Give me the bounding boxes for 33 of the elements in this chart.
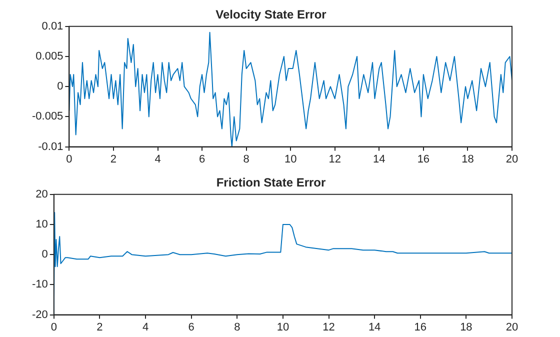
x-tick-label: 18 — [462, 153, 474, 166]
x-tick-label: 0 — [66, 153, 72, 166]
y-tick-label: 0 — [57, 80, 64, 93]
x-tick-label: 8 — [234, 321, 240, 334]
x-tick-label: 2 — [96, 321, 103, 334]
x-tick-label: 14 — [368, 321, 381, 334]
x-tick-label: 12 — [328, 153, 341, 166]
y-tick-label: -0.005 — [32, 110, 64, 123]
y-tick-label: -10 — [32, 278, 48, 291]
y-tick-label: -0.01 — [38, 140, 64, 153]
x-tick-label: 20 — [506, 153, 518, 166]
x-tick-label: 16 — [417, 153, 430, 166]
x-tick-label: 2 — [110, 153, 117, 166]
x-tick-label: 4 — [142, 321, 149, 334]
chart-title: Velocity State Error — [216, 8, 327, 22]
x-tick-label: 10 — [284, 153, 297, 166]
x-tick-label: 12 — [322, 321, 335, 334]
x-tick-label: 8 — [243, 153, 250, 166]
y-tick-label: 0.005 — [36, 50, 64, 63]
y-tick-label: 0 — [42, 248, 48, 261]
x-tick-label: 16 — [414, 321, 427, 334]
y-tick-label: 20 — [36, 188, 48, 200]
x-tick-label: 6 — [188, 321, 194, 334]
chart-title: Friction State Error — [216, 176, 326, 190]
y-tick-label: -20 — [32, 308, 48, 321]
x-tick-label: 14 — [373, 153, 386, 166]
x-tick-label: 10 — [276, 321, 290, 334]
x-tick-label: 18 — [460, 321, 472, 334]
x-tick-label: 20 — [506, 321, 518, 334]
x-tick-label: 6 — [198, 153, 206, 166]
x-tick-label: 4 — [154, 153, 161, 166]
y-tick-label: 0.01 — [42, 20, 64, 32]
y-tick-label: 10 — [36, 218, 48, 231]
